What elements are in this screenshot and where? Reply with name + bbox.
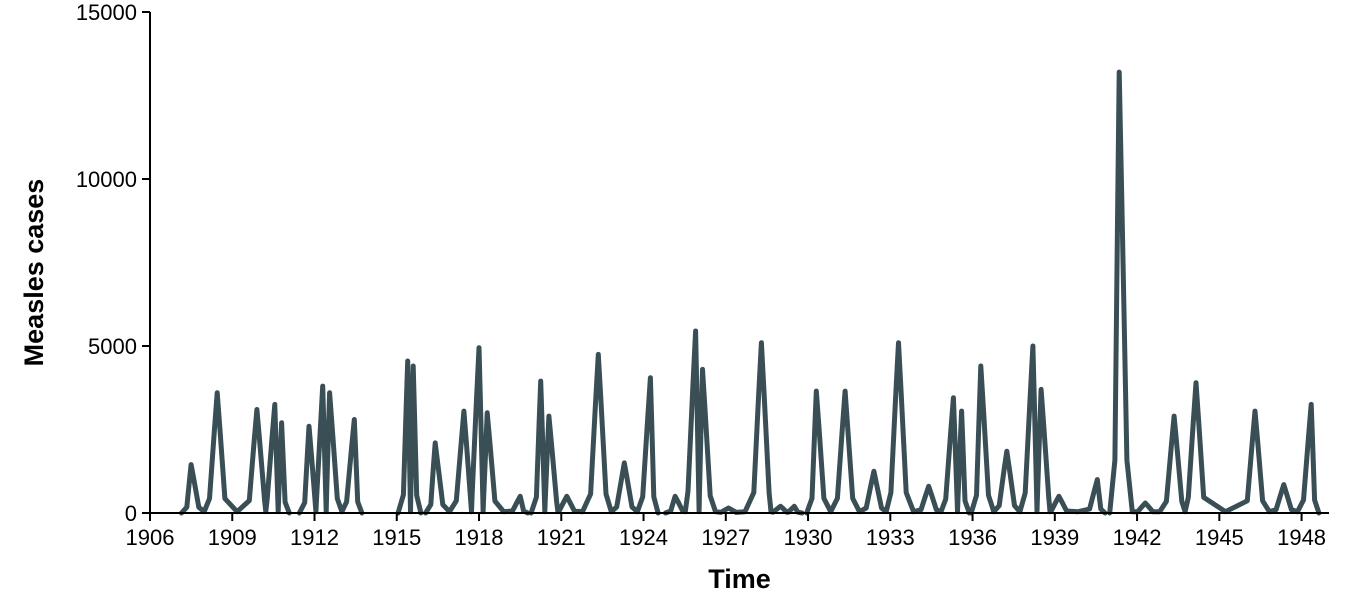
series-segment — [1107, 69, 1322, 516]
series-segment — [528, 351, 661, 516]
series-segment — [423, 345, 531, 516]
y-tick-label: 0 — [125, 501, 137, 526]
axes: 1906 1909 1912 1915 1918 1921 1924 1927 1930 1933… — [76, 0, 1329, 550]
x-tick-label: 1924 — [619, 525, 668, 550]
y-axis-title: Measles cases — [19, 179, 49, 367]
series-segment — [179, 390, 292, 516]
y-tick-label: 15000 — [76, 0, 137, 25]
series-segment — [296, 383, 365, 516]
x-tick-label: 1906 — [126, 525, 175, 550]
x-tick-label: 1927 — [701, 525, 750, 550]
x-tick-label: 1930 — [784, 525, 833, 550]
series-segment — [804, 340, 972, 516]
series-segment — [968, 343, 1108, 516]
x-tick-label: 1933 — [866, 525, 915, 550]
series-segment — [663, 328, 805, 516]
series-segment — [395, 358, 424, 516]
x-tick-label: 1936 — [948, 525, 997, 550]
x-tick-label: 1909 — [208, 525, 257, 550]
x-tick-label: 1921 — [537, 525, 586, 550]
plot-area — [179, 69, 1322, 516]
x-axis-ticks: 1906 1909 1912 1915 1918 1921 1924 1927 1930 1933… — [126, 513, 1326, 550]
x-tick-label: 1939 — [1030, 525, 1079, 550]
y-tick-label: 10000 — [76, 167, 137, 192]
x-tick-label: 1915 — [372, 525, 421, 550]
y-axis-ticks: 0 5000 10000 15000 — [76, 0, 150, 526]
y-tick-label: 5000 — [88, 334, 137, 359]
x-axis-title: Time — [708, 564, 771, 594]
x-tick-label: 1918 — [455, 525, 504, 550]
series-line — [179, 69, 1322, 516]
x-tick-label: 1945 — [1195, 525, 1244, 550]
x-tick-label: 1942 — [1113, 525, 1162, 550]
x-tick-label: 1912 — [290, 525, 339, 550]
x-tick-label: 1948 — [1277, 525, 1326, 550]
